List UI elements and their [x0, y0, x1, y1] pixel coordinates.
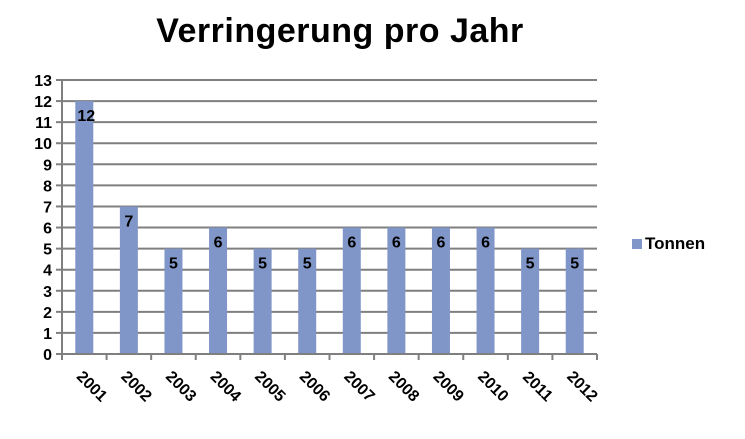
axes — [61, 80, 597, 355]
y-tick-label: 3 — [43, 284, 52, 301]
data-label: 6 — [392, 235, 401, 252]
x-tick-label: 2002 — [117, 368, 154, 405]
y-tick-label: 4 — [43, 263, 52, 280]
data-label: 5 — [570, 256, 579, 273]
x-tick-label: 2012 — [563, 368, 600, 405]
bar — [209, 227, 228, 354]
x-tick-label: 2003 — [162, 368, 199, 405]
bar — [253, 248, 272, 354]
bars — [75, 101, 584, 354]
data-label: 6 — [481, 235, 490, 252]
bar — [298, 248, 317, 354]
x-tick-label: 2008 — [385, 368, 422, 405]
legend: Tonnen — [632, 234, 705, 254]
x-tick-label: 2010 — [474, 368, 511, 405]
y-tick-label: 13 — [34, 73, 52, 90]
bar — [565, 248, 584, 354]
data-label: 5 — [303, 256, 312, 273]
y-tick-label: 2 — [43, 305, 52, 322]
bar — [521, 248, 540, 354]
bar — [119, 206, 138, 354]
y-tick-label: 12 — [34, 94, 52, 111]
y-tick-label: 11 — [35, 115, 52, 132]
bar — [75, 101, 94, 354]
bar — [387, 227, 406, 354]
bar — [164, 248, 183, 354]
data-label: 7 — [124, 213, 133, 230]
data-label: 6 — [437, 235, 446, 252]
grid-lines — [56, 79, 598, 360]
data-label: 5 — [526, 256, 535, 273]
x-tick-label: 2004 — [207, 368, 244, 405]
data-label: 12 — [77, 108, 95, 125]
y-tick-label: 0 — [43, 347, 52, 364]
x-tick-label: 2011 — [519, 369, 556, 406]
x-tick-label: 2007 — [340, 368, 377, 405]
y-tick-label: 8 — [43, 178, 52, 195]
x-axis-ticks: 2001 2002 2003 2004 2005 2006 2007 2008 2009 2010… — [73, 368, 601, 405]
bar — [431, 227, 450, 354]
x-tick-label: 2005 — [251, 368, 288, 405]
data-label: 5 — [258, 256, 267, 273]
y-tick-label: 10 — [34, 136, 52, 153]
legend-label: Tonnen — [645, 234, 706, 253]
legend-swatch — [632, 239, 642, 249]
y-tick-label: 1 — [43, 326, 52, 343]
bar — [342, 227, 361, 354]
data-labels: 12 7 5 6 5 5 6 6 6 6 5 5 — [77, 108, 579, 273]
y-tick-label: 6 — [43, 221, 52, 238]
bar — [476, 227, 495, 354]
data-label: 6 — [214, 235, 223, 252]
x-tick-label: 2001 — [73, 368, 110, 405]
y-tick-label: 9 — [43, 157, 52, 174]
x-tick-label: 2009 — [430, 368, 467, 405]
chart-title: Verringerung pro Jahr — [156, 12, 524, 50]
data-label: 6 — [347, 235, 356, 252]
y-tick-label: 7 — [43, 199, 52, 216]
x-tick-label: 2006 — [296, 368, 333, 405]
y-tick-label: 5 — [43, 242, 52, 259]
data-label: 5 — [169, 256, 178, 273]
